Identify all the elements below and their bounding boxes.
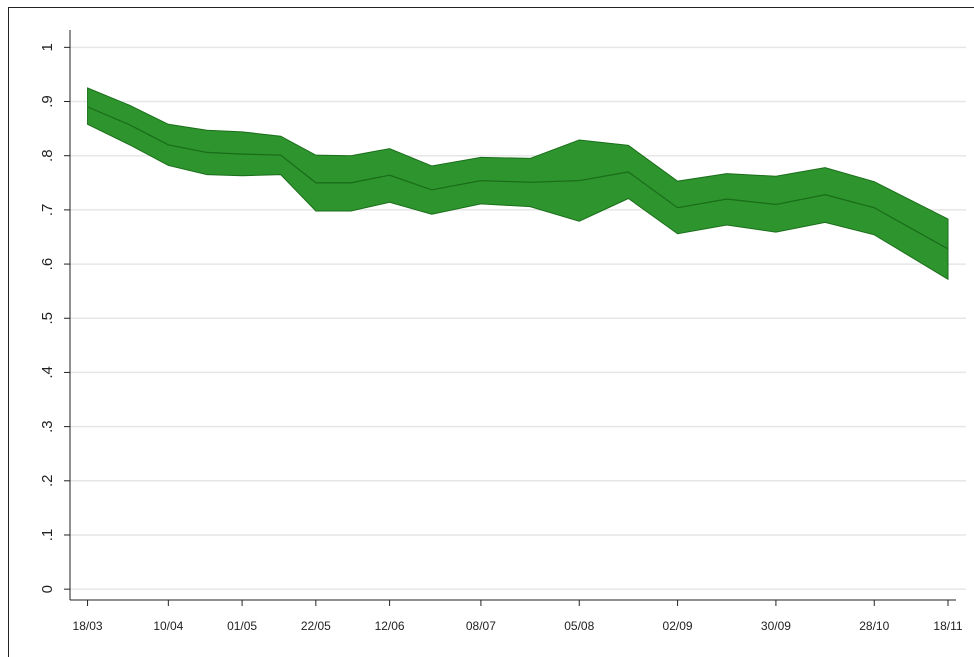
y-tick-label: .4: [39, 366, 56, 379]
x-tick-label: 22/05: [301, 619, 331, 633]
confidence-band: [87, 87, 949, 281]
frame: [8, 7, 974, 657]
y-tick-label: 0: [39, 585, 56, 593]
x-tick-label: 10/04: [153, 619, 183, 633]
y-tick-label: .2: [39, 475, 56, 488]
x-tick-label: 02/09: [663, 619, 693, 633]
x-tick-label: 30/09: [761, 619, 791, 633]
y-tick-label: 1: [39, 43, 56, 51]
x-tick-label: 08/07: [466, 619, 496, 633]
y-tick-label: .8: [39, 149, 56, 162]
x-tick-label: 18/11: [933, 619, 962, 633]
x-tick-label: 01/05: [227, 619, 257, 633]
y-tick-label: .7: [39, 204, 56, 217]
y-tick-label: .9: [39, 95, 56, 108]
line: [87, 106, 949, 250]
y-tick-label: .6: [39, 258, 56, 271]
y-tick-label: .1: [39, 529, 56, 542]
x-tick-label: 28/10: [859, 619, 889, 633]
x-tick-label: 12/06: [375, 619, 405, 633]
x-tick-label: 05/08: [564, 619, 594, 633]
y-tick-label: .5: [39, 312, 56, 325]
x-tick-label: 18/03: [73, 619, 103, 633]
y-tick-label: .3: [39, 420, 56, 433]
